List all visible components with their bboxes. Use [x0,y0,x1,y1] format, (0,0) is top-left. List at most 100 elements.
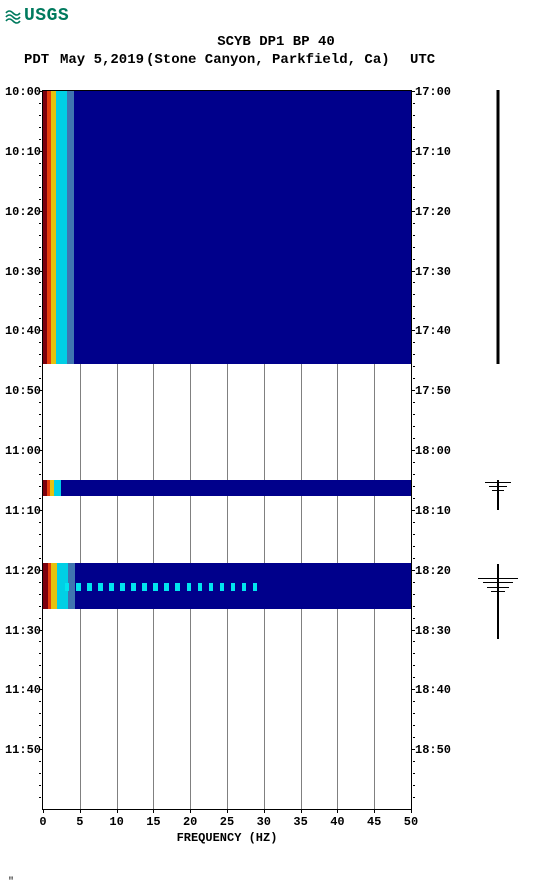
spectro-dotted [109,583,113,592]
x-tick [43,809,44,813]
x-tick-label: 10 [109,815,123,829]
spectrogram-plot: FREQUENCY (HZ) 0510152025303540455010:00… [42,90,412,810]
waveform-tail [497,496,499,510]
logo-text: USGS [24,6,69,26]
chart-title: SCYB DP1 BP 40 [0,34,552,50]
x-tick-label: 50 [404,815,418,829]
y-label-left: 10:20 [1,205,41,219]
waveform-burst [478,578,518,579]
y-minor-tick [39,306,41,307]
x-tick [190,809,191,813]
x-tick [374,809,375,813]
y-label-left: 11:10 [1,504,41,518]
waveform-burst [485,482,511,483]
y-minor-tick [39,175,41,176]
y-minor-tick [413,294,415,295]
y-label-left: 11:00 [1,444,41,458]
y-minor-tick [39,366,41,367]
y-label-left: 10:40 [1,324,41,338]
y-minor-tick [39,773,41,774]
y-minor-tick [39,342,41,343]
y-label-right: 18:10 [415,504,455,518]
spectro-dotted [242,583,246,592]
tz-right-label: UTC [410,52,435,68]
tz-left-label: PDT [24,52,49,68]
y-minor-tick [39,223,41,224]
y-minor-tick [413,641,415,642]
y-minor-tick [39,522,41,523]
y-minor-tick [39,438,41,439]
waveform-panel [478,90,518,810]
y-minor-tick [39,199,41,200]
y-label-left: 10:10 [1,145,41,159]
waveform-burst [489,486,507,487]
y-minor-tick [39,677,41,678]
y-minor-tick [413,259,415,260]
y-minor-tick [413,582,415,583]
x-tick-label: 5 [76,815,83,829]
y-minor-tick [413,103,415,104]
spectro-dotted [142,583,146,592]
y-minor-tick [39,641,41,642]
y-minor-tick [413,199,415,200]
y-minor-tick [413,127,415,128]
waveform-burst [492,490,504,491]
y-label-right: 17:30 [415,265,455,279]
y-minor-tick [39,713,41,714]
y-minor-tick [413,342,415,343]
x-tick-label: 15 [146,815,160,829]
y-minor-tick [39,462,41,463]
y-minor-tick [413,725,415,726]
waveform-burst [483,582,513,583]
y-minor-tick [39,163,41,164]
y-minor-tick [413,701,415,702]
y-minor-tick [413,247,415,248]
x-tick [227,809,228,813]
y-minor-tick [413,486,415,487]
spectro-band [43,91,411,364]
y-label-left: 11:20 [1,564,41,578]
y-minor-tick [413,797,415,798]
y-minor-tick [413,534,415,535]
y-minor-tick [413,785,415,786]
y-minor-tick [413,402,415,403]
y-minor-tick [39,247,41,248]
y-label-right: 17:20 [415,205,455,219]
y-minor-tick [39,582,41,583]
x-tick [264,809,265,813]
y-minor-tick [413,366,415,367]
y-minor-tick [39,282,41,283]
x-tick [117,809,118,813]
spectro-dotted [198,583,202,592]
y-label-right: 18:20 [415,564,455,578]
y-minor-tick [39,725,41,726]
date-label: May 5,2019 [60,52,144,68]
y-minor-tick [39,259,41,260]
y-label-right: 18:30 [415,624,455,638]
spectro-dotted [253,583,257,592]
y-minor-tick [39,115,41,116]
x-tick-label: 0 [39,815,46,829]
y-minor-tick [413,318,415,319]
spectro-dotted [65,583,69,592]
y-minor-tick [413,594,415,595]
y-minor-tick [39,294,41,295]
spectro-dotted [131,583,135,592]
y-minor-tick [413,761,415,762]
y-minor-tick [39,785,41,786]
y-minor-tick [39,498,41,499]
y-minor-tick [39,546,41,547]
y-minor-tick [39,737,41,738]
y-label-left: 10:50 [1,384,41,398]
x-tick-label: 40 [330,815,344,829]
x-tick-label: 45 [367,815,381,829]
y-minor-tick [413,354,415,355]
waveform-tail [497,610,499,639]
y-minor-tick [39,797,41,798]
usgs-logo: USGS [4,6,69,26]
y-minor-tick [39,235,41,236]
spectro-dotted [98,583,102,592]
y-minor-tick [413,773,415,774]
y-minor-tick [39,665,41,666]
y-label-left: 10:00 [1,85,41,99]
